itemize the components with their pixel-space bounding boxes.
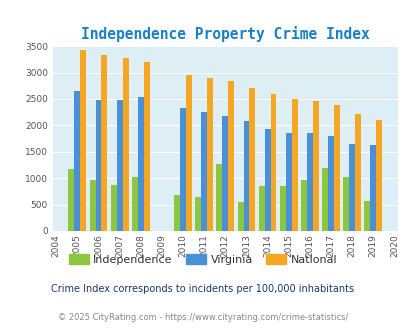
Bar bbox=[137, 97, 143, 231]
Bar bbox=[195, 197, 201, 231]
Bar bbox=[116, 100, 122, 231]
Bar bbox=[222, 116, 228, 231]
Bar bbox=[90, 180, 95, 231]
Bar bbox=[354, 114, 360, 231]
Bar bbox=[291, 99, 297, 231]
Bar bbox=[327, 137, 333, 231]
Bar bbox=[180, 108, 185, 231]
Bar bbox=[279, 185, 285, 231]
Bar bbox=[95, 100, 101, 231]
Bar bbox=[264, 129, 270, 231]
Bar bbox=[143, 62, 149, 231]
Title: Independence Property Crime Index: Independence Property Crime Index bbox=[81, 26, 369, 42]
Bar bbox=[258, 185, 264, 231]
Legend: Independence, Virginia, National: Independence, Virginia, National bbox=[64, 250, 341, 269]
Bar bbox=[68, 169, 74, 231]
Bar bbox=[333, 105, 339, 231]
Bar bbox=[375, 119, 381, 231]
Bar bbox=[132, 177, 137, 231]
Bar bbox=[174, 195, 180, 231]
Bar bbox=[364, 201, 369, 231]
Bar bbox=[312, 101, 318, 231]
Bar bbox=[185, 75, 192, 231]
Bar bbox=[111, 185, 116, 231]
Text: © 2025 CityRating.com - https://www.cityrating.com/crime-statistics/: © 2025 CityRating.com - https://www.city… bbox=[58, 313, 347, 322]
Bar bbox=[369, 145, 375, 231]
Bar bbox=[343, 177, 348, 231]
Text: Crime Index corresponds to incidents per 100,000 inhabitants: Crime Index corresponds to incidents per… bbox=[51, 284, 354, 294]
Bar bbox=[237, 202, 243, 231]
Bar bbox=[249, 88, 255, 231]
Bar bbox=[201, 112, 207, 231]
Bar bbox=[101, 55, 107, 231]
Bar bbox=[321, 168, 327, 231]
Bar bbox=[348, 145, 354, 231]
Bar bbox=[228, 81, 234, 231]
Bar bbox=[207, 78, 213, 231]
Bar bbox=[122, 58, 128, 231]
Bar bbox=[306, 133, 312, 231]
Bar bbox=[300, 180, 306, 231]
Bar bbox=[80, 50, 86, 231]
Bar bbox=[74, 91, 80, 231]
Bar bbox=[270, 94, 276, 231]
Bar bbox=[243, 121, 249, 231]
Bar bbox=[285, 133, 291, 231]
Bar bbox=[216, 164, 222, 231]
